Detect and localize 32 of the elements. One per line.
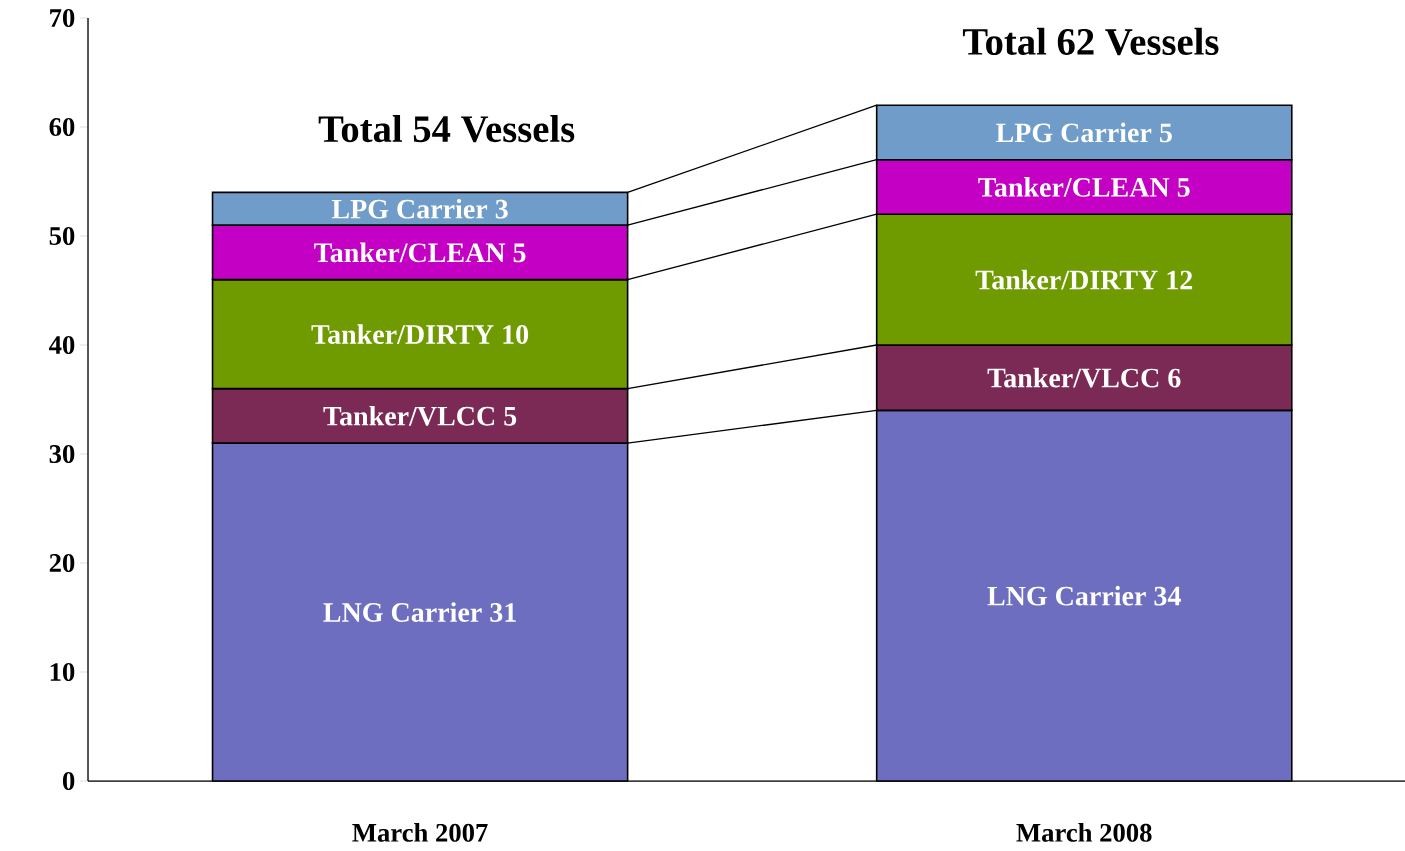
x-tick-label: March 2007 bbox=[352, 823, 488, 842]
data-label: 12 bbox=[1167, 270, 1193, 290]
text: LNG Carrier bbox=[987, 585, 1146, 606]
y-tick-label: 40 bbox=[48, 336, 75, 354]
y-tick-label: 0 bbox=[62, 772, 75, 790]
text: Tanker/DIRTY bbox=[975, 269, 1158, 290]
total-label: Total 62 Vessels bbox=[962, 27, 1219, 56]
series-label: LNG Carrier bbox=[323, 602, 482, 622]
text: Tanker/VLCC bbox=[987, 367, 1159, 388]
data-label: 5 bbox=[504, 407, 517, 426]
series-label: LPG Carrier bbox=[331, 198, 488, 219]
data-label: 31 bbox=[490, 603, 516, 622]
y-tick-label: 60 bbox=[49, 118, 75, 136]
data-label: 10 bbox=[503, 325, 529, 344]
total-label: Total 54 Vessels bbox=[318, 114, 575, 143]
y-tick-label: 30 bbox=[49, 445, 75, 463]
y-tick-label: 70 bbox=[50, 9, 75, 27]
data-label: 3 bbox=[495, 199, 508, 219]
data-label: 6 bbox=[1168, 368, 1181, 388]
y-tick-label: 20 bbox=[49, 554, 75, 572]
data-label: 5 bbox=[513, 243, 526, 263]
y-tick-label: 10 bbox=[50, 663, 75, 681]
text: LPG Carrier bbox=[996, 122, 1152, 143]
series-label: Tanker/VLCC bbox=[323, 405, 495, 426]
y-tick-label: 50 bbox=[49, 227, 75, 245]
data-label: 34 bbox=[1154, 586, 1181, 606]
text: Tanker/CLEAN bbox=[978, 177, 1170, 197]
data-label: 5 bbox=[1159, 123, 1172, 143]
series-label: Tanker/CLEAN bbox=[314, 242, 506, 263]
data-label: 5 bbox=[1177, 178, 1190, 197]
series-label: Tanker/DIRTY bbox=[311, 324, 494, 344]
x-tick-label: March 2008 bbox=[1016, 823, 1152, 842]
